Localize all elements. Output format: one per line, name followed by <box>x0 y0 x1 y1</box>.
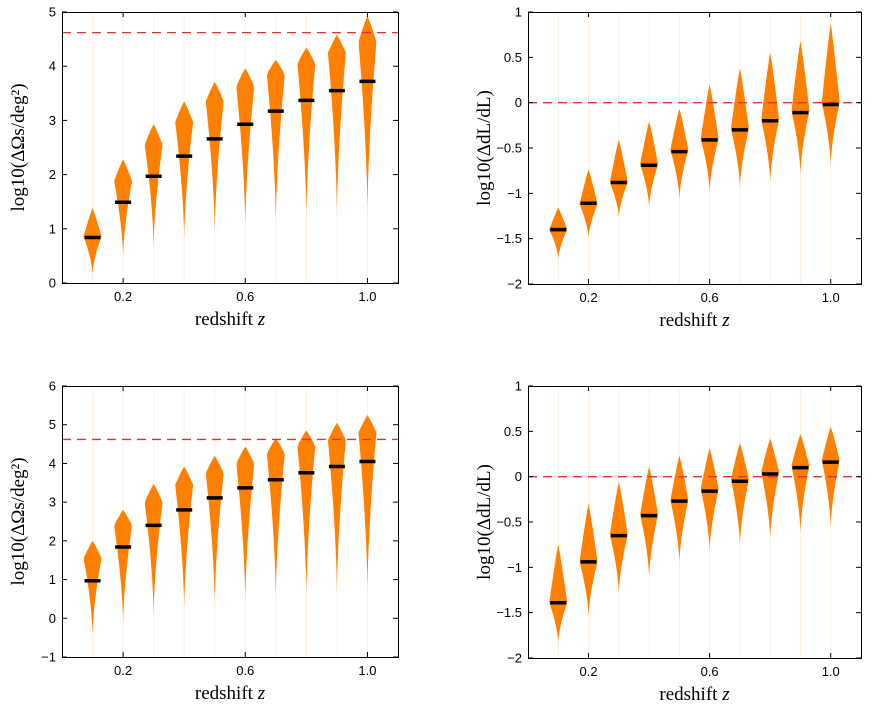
violin-body <box>175 466 194 611</box>
axes-frame <box>528 386 862 659</box>
violin-body <box>670 109 689 200</box>
violin-body <box>821 23 840 167</box>
x-tick-label: 0.6 <box>701 664 719 679</box>
y-tick-label: −2 <box>507 277 522 292</box>
y-tick-label: −0.5 <box>496 141 522 156</box>
y-tick-label: 6 <box>49 379 56 394</box>
violin-body <box>328 422 346 595</box>
y-tick-label: −1.5 <box>496 231 522 246</box>
panel-bottom-left: −1 0 1 2 3 4 5 6 0.2 0.6 1.0 redshift z log10(ΔΩs/de… <box>8 379 399 704</box>
y-tick-label: 2 <box>49 533 56 548</box>
y-tick-label: −1 <box>41 650 56 665</box>
violin-body <box>144 124 163 248</box>
y-tick-label: 4 <box>49 59 56 74</box>
violin-body <box>791 434 810 534</box>
violin-body <box>358 415 377 592</box>
x-tick-label: 0.2 <box>580 664 598 679</box>
violin-body <box>297 47 316 220</box>
violin-body <box>236 68 255 229</box>
axes-frame <box>528 12 862 285</box>
x-axis-label: redshift z <box>659 310 730 331</box>
violin-body <box>610 482 628 595</box>
y-tick-label: 0 <box>515 469 522 484</box>
y-tick-label: −1.5 <box>496 605 522 620</box>
violin-body <box>114 509 132 625</box>
x-tick-label: 0.2 <box>580 290 598 305</box>
violin-body <box>266 438 285 599</box>
violin-body <box>670 455 689 564</box>
y-tick-label: 5 <box>49 5 56 20</box>
y-tick-label: −1 <box>507 560 522 575</box>
axes-frame <box>62 12 399 284</box>
y-tick-label: 1 <box>515 5 522 20</box>
violin-body <box>205 455 224 606</box>
y-axis-label: log10(ΔdL/dL) <box>474 464 495 580</box>
violin-body <box>83 208 102 275</box>
violin-body <box>297 430 316 597</box>
violin-body <box>144 483 163 617</box>
y-tick-label: −1 <box>507 186 522 201</box>
y-tick-label: −0.5 <box>496 515 522 530</box>
x-tick-label: 0.6 <box>236 289 254 304</box>
x-tick-label: 0.6 <box>236 663 254 678</box>
violin-body <box>730 443 749 547</box>
y-axis-label: log10(ΔΩs/deg²) <box>8 83 29 211</box>
y-tick-label: 0 <box>515 95 522 110</box>
x-tick-label: 1.0 <box>822 664 840 679</box>
y-tick-label: 3 <box>49 495 56 510</box>
y-tick-label: 0 <box>49 611 56 626</box>
y-tick-label: 0.5 <box>504 50 522 65</box>
x-axis-label: redshift z <box>659 684 730 705</box>
x-tick-label: 1.0 <box>358 663 376 678</box>
x-tick-label: 0.2 <box>114 663 132 678</box>
x-axis-label: redshift z <box>195 309 266 330</box>
y-axis-label: log10(ΔΩs/deg²) <box>8 457 29 585</box>
y-tick-label: 1 <box>49 572 56 587</box>
x-tick-label: 1.0 <box>358 289 376 304</box>
y-tick-label: 4 <box>49 456 56 471</box>
y-tick-label: 3 <box>49 113 56 128</box>
violin-body <box>761 438 780 541</box>
x-axis-label: redshift z <box>195 683 266 704</box>
y-tick-label: 1 <box>49 221 56 236</box>
y-tick-label: 1 <box>515 379 522 394</box>
violin-body <box>175 101 194 241</box>
axes-frame <box>62 386 399 658</box>
violin-body <box>114 159 133 258</box>
plot-area <box>62 12 398 283</box>
y-tick-label: 5 <box>49 417 56 432</box>
y-tick-label: 0.5 <box>504 424 522 439</box>
x-tick-label: 0.6 <box>701 290 719 305</box>
plot-area <box>528 386 861 658</box>
violin-body <box>205 81 224 234</box>
plot-area <box>528 12 861 284</box>
violin-body <box>83 540 102 636</box>
violin-body <box>609 139 628 218</box>
violin-body <box>791 41 810 176</box>
violin-body <box>358 15 377 213</box>
violin-body <box>236 446 254 603</box>
violin-body <box>640 466 658 579</box>
panel-top-left: 0 1 2 3 4 5 0.2 0.6 1.0 redshift z log10(ΔΩs/deg²) <box>8 5 399 330</box>
y-tick-label: 2 <box>49 167 56 182</box>
violin-body <box>821 426 840 529</box>
x-tick-label: 1.0 <box>822 290 840 305</box>
y-axis-label: log10(ΔdL/dL) <box>474 90 495 206</box>
violin-body <box>761 52 779 184</box>
violin-body <box>266 59 285 224</box>
violin-body <box>549 544 568 644</box>
violin-body <box>549 207 568 260</box>
panel-bottom-right: −2 −1.5 −1 −0.5 0 0.5 1 0.2 0.6 1.0 redshift z log1… <box>474 379 862 705</box>
violin-body <box>700 448 719 552</box>
violin-body <box>327 34 346 216</box>
y-tick-label: −2 <box>507 651 522 666</box>
plot-area <box>62 386 398 657</box>
x-tick-label: 0.2 <box>114 289 132 304</box>
y-tick-label: 0 <box>49 276 56 291</box>
panel-top-right: −2 −1.5 −1 −0.5 0 0.5 1 0.2 0.6 1.0 redshift z log1… <box>474 5 862 331</box>
